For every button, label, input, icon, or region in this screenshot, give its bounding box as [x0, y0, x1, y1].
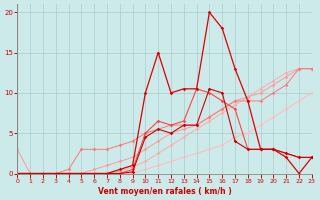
X-axis label: Vent moyen/en rafales ( km/h ): Vent moyen/en rafales ( km/h ) — [98, 187, 231, 196]
